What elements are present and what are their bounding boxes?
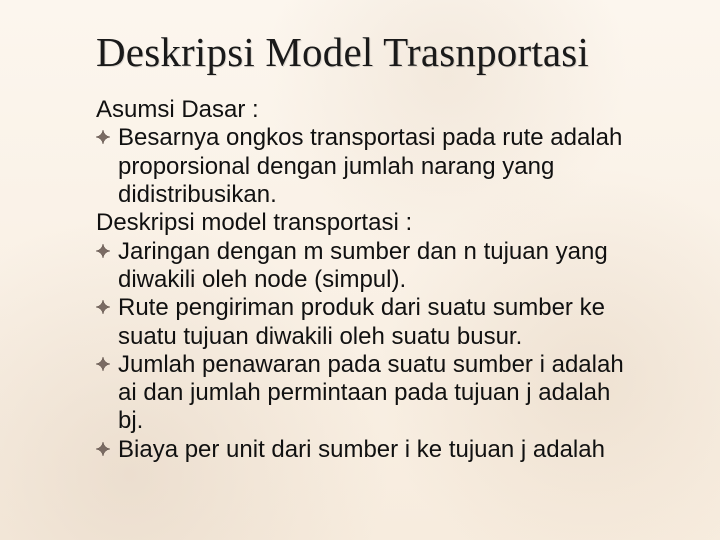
diamond-bullet-icon: [96, 130, 110, 144]
body-bullet: Biaya per unit dari sumber i ke tujuan j…: [96, 436, 666, 464]
slide-title: Deskripsi Model Trasnportasi: [96, 28, 666, 76]
body-line: didistribusikan.: [96, 181, 666, 209]
body-line: ai dan jumlah permintaan pada tujuan j a…: [96, 379, 666, 407]
bullet-text: Rute pengiriman produk dari suatu sumber…: [118, 294, 605, 321]
bullet-text: Besarnya ongkos transportasi pada rute a…: [118, 124, 622, 151]
diamond-bullet-icon: [96, 244, 110, 258]
body-bullet: Besarnya ongkos transportasi pada rute a…: [96, 124, 666, 152]
diamond-bullet-icon: [96, 300, 110, 314]
body-bullet: Jaringan dengan m sumber dan n tujuan ya…: [96, 238, 666, 266]
body-bullet: Jumlah penawaran pada suatu sumber i ada…: [96, 351, 666, 379]
bullet-text: Jumlah penawaran pada suatu sumber i ada…: [118, 351, 624, 378]
bullet-text: Biaya per unit dari sumber i ke tujuan j…: [118, 436, 605, 463]
body-line: Asumsi Dasar :: [96, 96, 666, 124]
body-bullet: Rute pengiriman produk dari suatu sumber…: [96, 294, 666, 322]
body-line: Deskripsi model transportasi :: [96, 209, 666, 237]
body-line: bj.: [96, 407, 666, 435]
body-line: proporsional dengan jumlah narang yang: [96, 153, 666, 181]
bullet-text: Jaringan dengan m sumber dan n tujuan ya…: [118, 238, 608, 265]
diamond-bullet-icon: [96, 357, 110, 371]
diamond-bullet-icon: [96, 442, 110, 456]
body-line: suatu tujuan diwakili oleh suatu busur.: [96, 323, 666, 351]
slide-body: Asumsi Dasar : Besarnya ongkos transport…: [96, 96, 666, 464]
body-line: diwakili oleh node (simpul).: [96, 266, 666, 294]
slide: Deskripsi Model Trasnportasi Asumsi Dasa…: [0, 0, 720, 540]
